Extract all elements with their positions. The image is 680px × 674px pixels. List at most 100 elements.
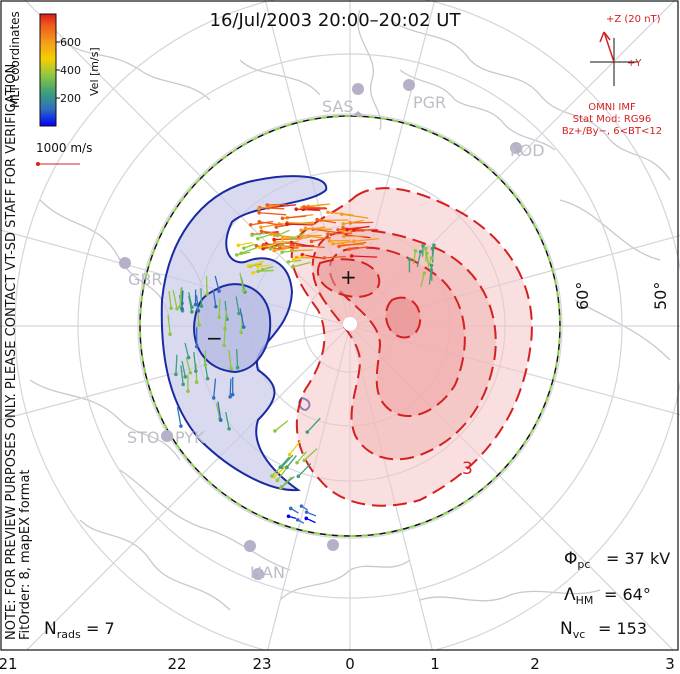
velocity-vector-origin: [289, 236, 294, 241]
velocity-vector-origin: [340, 212, 344, 216]
velocity-vector: [332, 240, 357, 245]
velocity-vector: [412, 250, 417, 265]
velocity-vector: [238, 241, 253, 246]
velocity-vector: [296, 451, 307, 464]
velocity-vector-origin: [254, 243, 259, 248]
plot-frame: [0, 0, 679, 651]
velocity-vector-origin: [418, 249, 423, 254]
velocity-vector-origin: [174, 372, 178, 377]
velocity-vector: [416, 251, 422, 268]
velocity-vector-origin: [304, 206, 309, 210]
velocity-vector: [239, 272, 245, 291]
velocity-vector-origin: [279, 485, 283, 490]
velocity-vector-origin: [180, 306, 184, 311]
velocity-vector-origin: [423, 246, 428, 251]
velocity-vector-origin: [179, 424, 183, 428]
velocity-vector: [168, 291, 172, 309]
velocity-vector-origin: [194, 369, 198, 373]
velocity-vector-origin: [341, 226, 345, 230]
velocity-vector-origin: [186, 389, 190, 393]
velocity-vector-origin: [286, 260, 291, 264]
velocity-vector-origin: [227, 426, 231, 431]
stat-model: Stat Mod: RG96: [573, 114, 652, 125]
velocity-vector-origin: [337, 244, 341, 249]
velocity-vector-origin: [222, 343, 226, 348]
velocity-vector: [296, 208, 320, 212]
n-rads-value: = 7: [86, 619, 115, 638]
velocity-vector: [217, 401, 222, 421]
velocity-vector-origin: [181, 382, 185, 387]
velocity-vector: [311, 236, 331, 242]
velocity-vector-origin: [302, 205, 306, 209]
velocity-vector-origin: [196, 309, 201, 313]
velocity-vector-origin: [257, 245, 262, 250]
velocity-vector-origin: [285, 465, 289, 470]
velocity-vector: [180, 365, 184, 385]
velocity-vector: [274, 420, 289, 432]
velocity-vector: [224, 310, 228, 329]
velocity-vector: [196, 305, 200, 326]
velocity-vector: [302, 254, 326, 260]
velocity-vector-origin: [259, 225, 263, 230]
velocity-vector: [282, 237, 307, 240]
velocity-vector-origin: [286, 514, 291, 519]
velocity-vector: [279, 456, 290, 468]
velocity-vector: [213, 378, 217, 398]
velocity-vector-origin: [304, 516, 309, 521]
pole-marker: [343, 317, 357, 331]
velocity-vector: [229, 378, 232, 397]
velocity-vector-origin: [270, 474, 274, 478]
velocity-vector-origin: [299, 504, 304, 508]
velocity-vector: [281, 454, 294, 468]
velocity-vector-origin: [275, 478, 280, 483]
velocity-vector-origin: [262, 243, 266, 247]
velocity-vector: [286, 455, 297, 468]
velocity-vector-origin: [259, 229, 264, 234]
velocity-vector: [258, 269, 274, 272]
station-label-kod: KOD: [510, 141, 545, 160]
velocity-vector: [228, 349, 232, 369]
velocity-vector-origin: [280, 237, 285, 241]
velocity-vector-origin: [248, 222, 253, 227]
velocity-vector-origin: [432, 243, 436, 248]
coordinate-system-label: MLT coordinates: [8, 11, 22, 108]
colorbar-tick-600: 600: [60, 36, 81, 49]
velocity-vector-origin: [326, 210, 330, 215]
colorbar-tick-200: 200: [60, 92, 81, 105]
velocity-vector-origin: [322, 256, 327, 260]
velocity-vector: [297, 463, 312, 477]
imf-clock: +Z (20 nT) +Y OMNI IMF Stat Mod: RG96 Bz…: [562, 14, 662, 137]
velocity-vector-origin: [256, 236, 260, 241]
velocity-vector: [267, 203, 287, 206]
velocity-vector: [264, 242, 292, 246]
station-marker: [510, 142, 522, 154]
velocity-vector-origin: [235, 365, 240, 370]
velocity-vector-origin: [203, 363, 208, 367]
velocity-vector: [167, 315, 171, 335]
map-statistics: Φpc = 37 kV ΛHM = 64° Nvc = 153 Nrads = …: [44, 549, 670, 641]
negative-cell-marker: −: [206, 326, 223, 350]
colorbar-tick-400: 400: [60, 64, 81, 77]
velocity-vector-origin: [306, 234, 311, 238]
velocity-vector-origin: [234, 253, 239, 257]
mlt-tick-3: 3: [665, 655, 675, 673]
velocity-vector-origin: [280, 250, 284, 254]
phi-pc-value: = 37 kV: [606, 549, 670, 568]
velocity-vector: [251, 232, 266, 236]
velocity-vector-origin: [217, 289, 221, 293]
velocity-vector-origin: [304, 510, 309, 514]
velocity-vector-origin: [256, 269, 260, 274]
velocity-vector-origin: [295, 460, 299, 465]
velocity-vector: [420, 273, 425, 288]
velocity-vector-origin: [342, 234, 346, 239]
velocity-vector-origin: [291, 265, 295, 269]
velocity-vector: [343, 219, 364, 225]
velocity-vector-origin: [278, 465, 283, 469]
velocity-vector: [249, 263, 263, 267]
mlt-tick-2: 2: [530, 655, 540, 673]
imf-z-label: +Z (20 nT): [606, 14, 661, 25]
velocity-vector-origin: [407, 257, 412, 262]
reference-vector-dot: [36, 162, 40, 166]
station-marker: [352, 102, 364, 116]
velocity-vector: [338, 241, 367, 247]
